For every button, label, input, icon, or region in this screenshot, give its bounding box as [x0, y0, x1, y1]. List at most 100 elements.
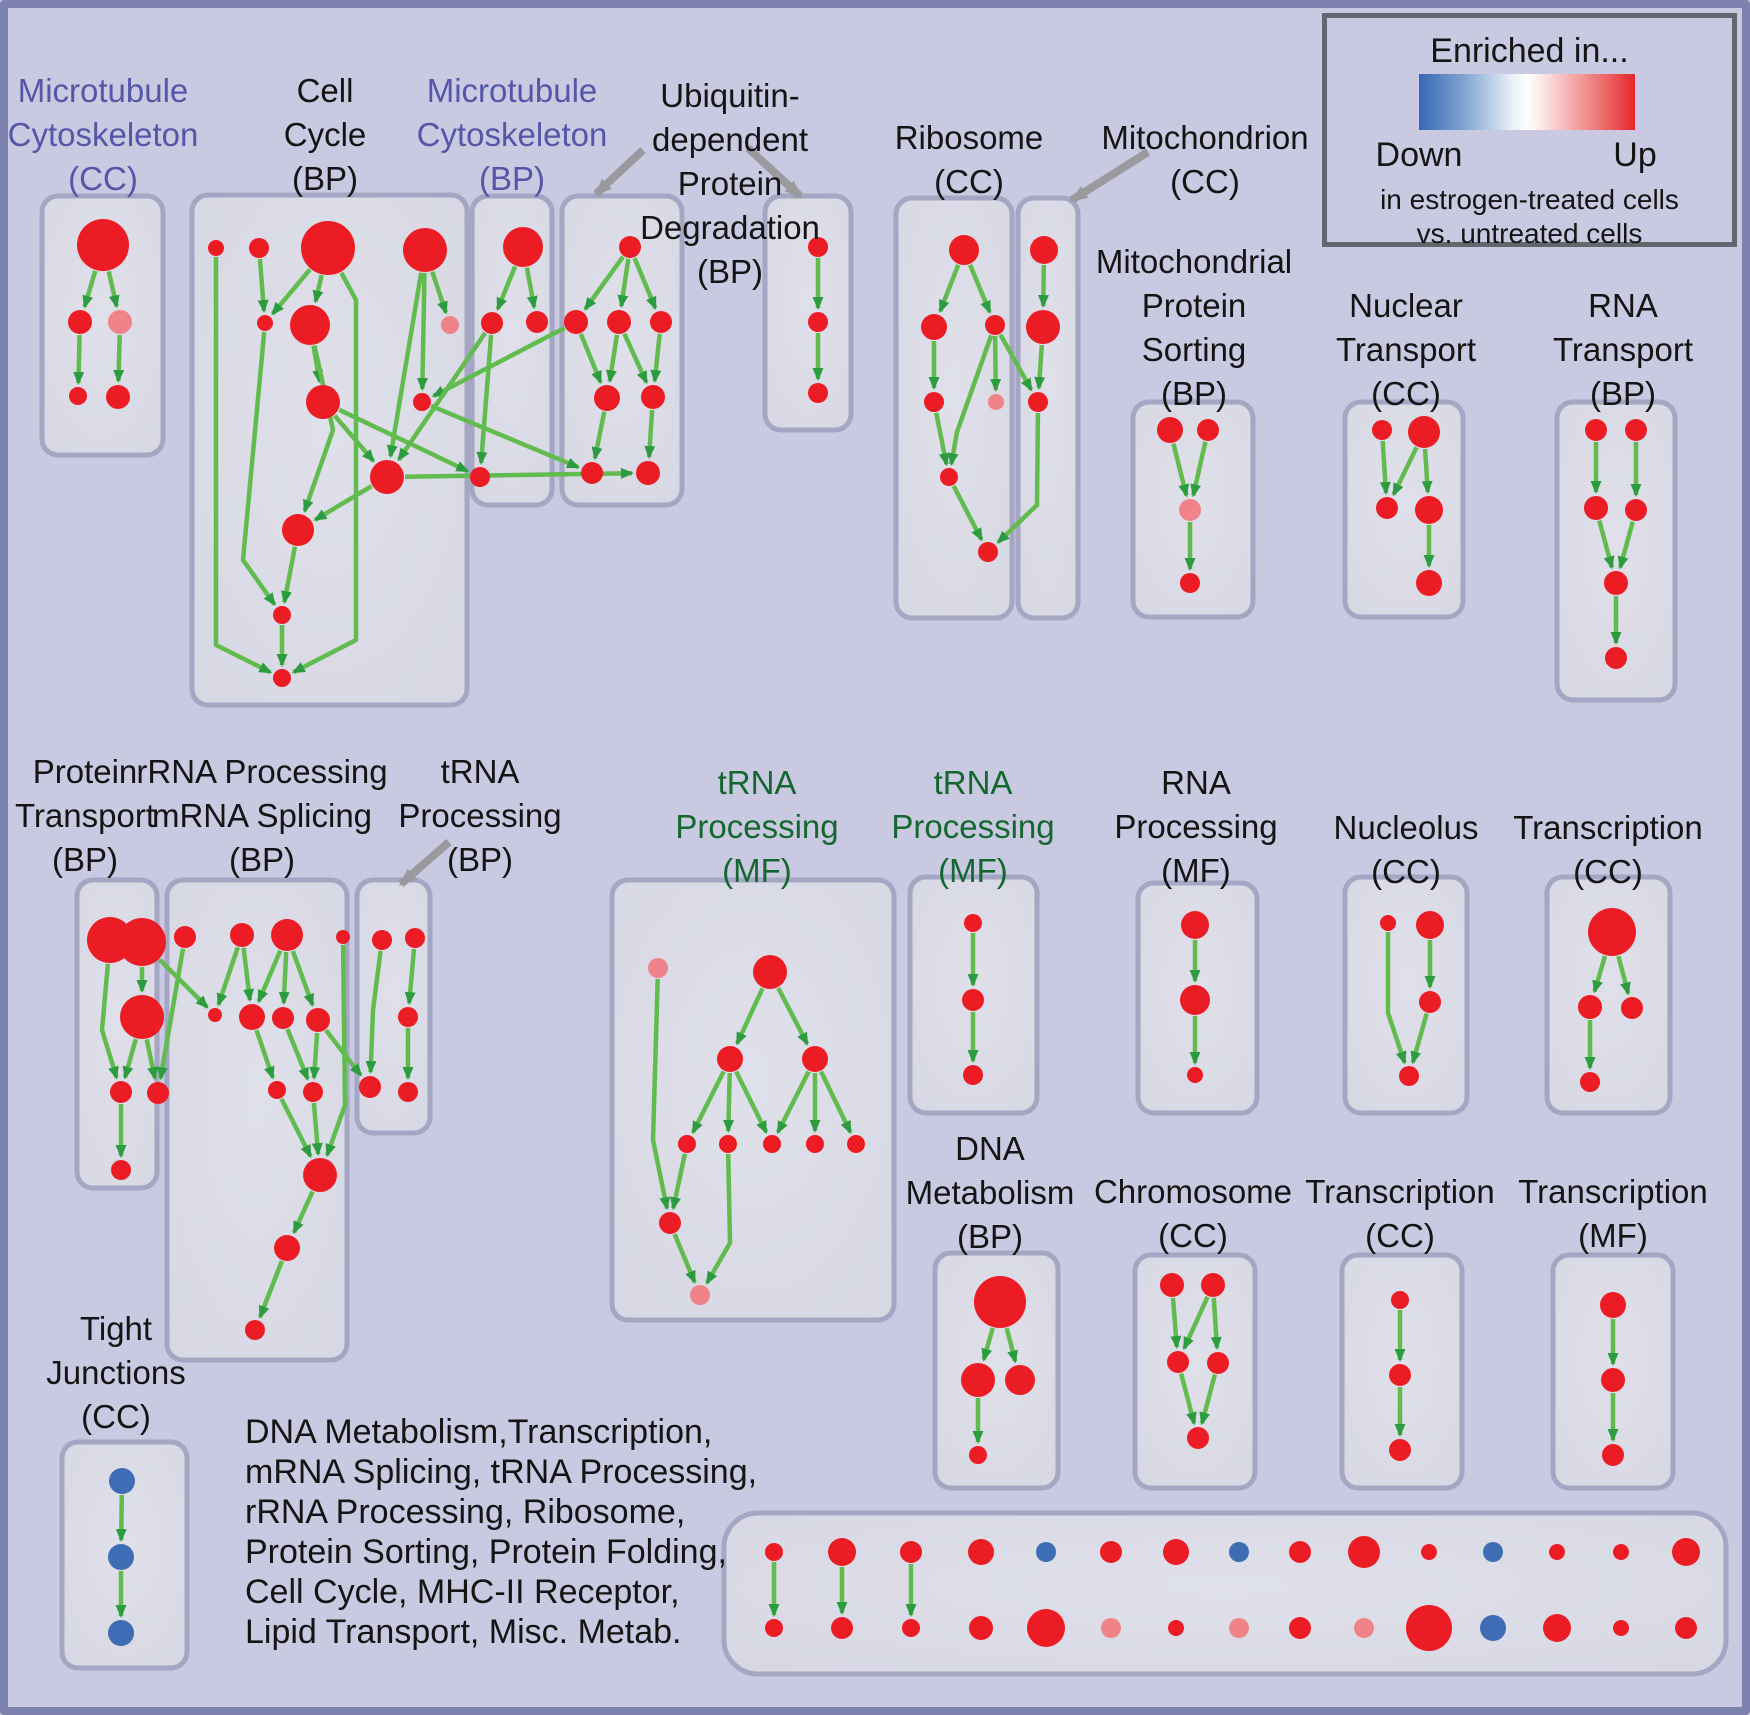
edge-arrow [990, 335, 1002, 392]
cluster-label-10: rRNA Processing mRNA Splicing (BP) [136, 753, 388, 878]
edge-arrow [417, 272, 429, 391]
edge-arrow [591, 411, 607, 461]
go-term-node-P1 [1181, 911, 1209, 939]
go-term-node-Lu2 [303, 1082, 323, 1102]
go-term-node-S1 [974, 1276, 1026, 1328]
go-term-node-W3 [108, 1620, 134, 1646]
go-term-node-T4 [1207, 1352, 1229, 1374]
edge-arrow [144, 1039, 159, 1081]
edge-arrow [430, 271, 449, 315]
go-term-node-C2 [481, 312, 503, 334]
edge-arrow [313, 484, 373, 522]
go-term-node-B10 [370, 460, 404, 494]
go-term-node-Nb1 [678, 1135, 696, 1153]
cluster-box-mitochondrion-cc [1015, 195, 1081, 621]
edge-arrow [213, 257, 273, 675]
go-term-node-Xb9 [1289, 1617, 1311, 1639]
go-term-node-S3 [1005, 1365, 1035, 1395]
edge-arrow [578, 333, 603, 385]
go-term-node-Xb6 [1101, 1618, 1121, 1638]
label-pointer-arrow [745, 145, 803, 199]
go-term-node-Q2 [1416, 911, 1444, 939]
go-term-node-I2 [1408, 416, 1440, 448]
go-term-node-Xb5 [1027, 1609, 1065, 1647]
go-term-node-P3 [1187, 1067, 1203, 1083]
edge-arrow [431, 326, 566, 398]
go-term-node-O3 [963, 1065, 983, 1085]
edge-arrow [115, 1494, 127, 1542]
edge-arrow [495, 265, 518, 311]
edge-arrow [106, 270, 120, 309]
cluster-box-dna-metabolism-bp [932, 1250, 1061, 1491]
edge-arrow [241, 947, 255, 1003]
edge-arrow [240, 331, 277, 607]
edge-arrow [775, 1070, 811, 1135]
edge-arrow [1391, 446, 1419, 497]
cluster-label-8: RNA Transport (BP) [1553, 287, 1693, 412]
go-term-node-V1 [1600, 1292, 1626, 1318]
cluster-label-15: Nucleolus (CC) [1333, 809, 1479, 890]
go-term-node-Xt12 [1483, 1542, 1503, 1562]
edge-arrow [82, 270, 98, 309]
go-term-node-W2 [108, 1544, 134, 1570]
go-term-node-S4 [969, 1446, 987, 1464]
edge-arrow [258, 1260, 284, 1319]
go-term-node-C1 [503, 227, 543, 267]
go-term-node-G1 [1030, 236, 1058, 264]
go-term-node-J1 [1585, 419, 1607, 441]
go-term-node-V2 [1601, 1368, 1625, 1392]
edge-arrow [705, 1153, 733, 1285]
go-term-node-B12 [273, 606, 291, 624]
go-term-node-U3 [1389, 1439, 1411, 1461]
go-term-node-Xt13 [1549, 1544, 1565, 1560]
go-term-node-B1 [208, 240, 224, 256]
legend-down-label: Down [1375, 136, 1463, 174]
go-term-node-K5 [147, 1082, 169, 1104]
go-term-node-J4 [1625, 499, 1647, 521]
edge-arrow [776, 986, 810, 1046]
edge-arrow [279, 1097, 313, 1159]
go-term-node-F1 [949, 235, 979, 265]
go-term-node-T1 [1160, 1273, 1184, 1297]
go-term-node-Nb2 [719, 1135, 737, 1153]
edge-arrow [285, 1028, 310, 1081]
edge-arrow [734, 1070, 769, 1135]
go-term-node-Xb1 [765, 1619, 783, 1637]
cluster-label-16: Transcription (CC) [1513, 809, 1703, 890]
go-term-node-F4 [924, 392, 944, 412]
go-term-node-E1 [808, 237, 828, 257]
legend-gradient-bar [1419, 74, 1635, 130]
go-term-node-P2 [1180, 985, 1210, 1015]
cluster-label-2: Microtubule Cytoskeleton (BP) [416, 72, 608, 197]
cluster-label-6: Mitochondrial Protein Sorting (BP) [1095, 243, 1293, 412]
go-term-node-K2 [118, 918, 166, 966]
edge-arrow [632, 257, 658, 310]
go-term-node-Mm [398, 1007, 418, 1027]
edge-arrow [332, 414, 376, 463]
go-term-node-B3 [301, 221, 355, 275]
edge-arrow [291, 1190, 315, 1235]
edge-arrow [1379, 440, 1391, 495]
edge-arrow [1170, 1297, 1182, 1349]
cluster-box-nuclear-transport-cc [1342, 399, 1466, 620]
edge-arrow [670, 1153, 688, 1211]
go-term-node-D1 [619, 236, 641, 258]
edge-arrow [396, 331, 488, 462]
edge-arrow [1182, 1295, 1210, 1351]
go-term-node-F6 [940, 468, 958, 486]
go-term-node-Xt2 [828, 1538, 856, 1566]
cluster-box-rrna-mrna-bp [164, 877, 350, 1363]
edge-arrow [1178, 1373, 1197, 1426]
go-term-node-T5 [1187, 1427, 1209, 1449]
go-term-node-G3 [1028, 392, 1048, 412]
go-term-node-Lt2 [230, 923, 254, 947]
edge-arrow [1171, 443, 1190, 498]
cluster-label-0: Microtubule Cytoskeleton (CC) [7, 72, 199, 197]
go-term-node-H3 [1179, 499, 1201, 521]
go-term-node-Xb15 [1675, 1617, 1697, 1639]
go-term-node-Xt4 [968, 1539, 994, 1565]
edge-arrow [324, 1028, 363, 1077]
go-term-node-Nml [717, 1046, 743, 1072]
go-term-node-Xt6 [1100, 1541, 1122, 1563]
